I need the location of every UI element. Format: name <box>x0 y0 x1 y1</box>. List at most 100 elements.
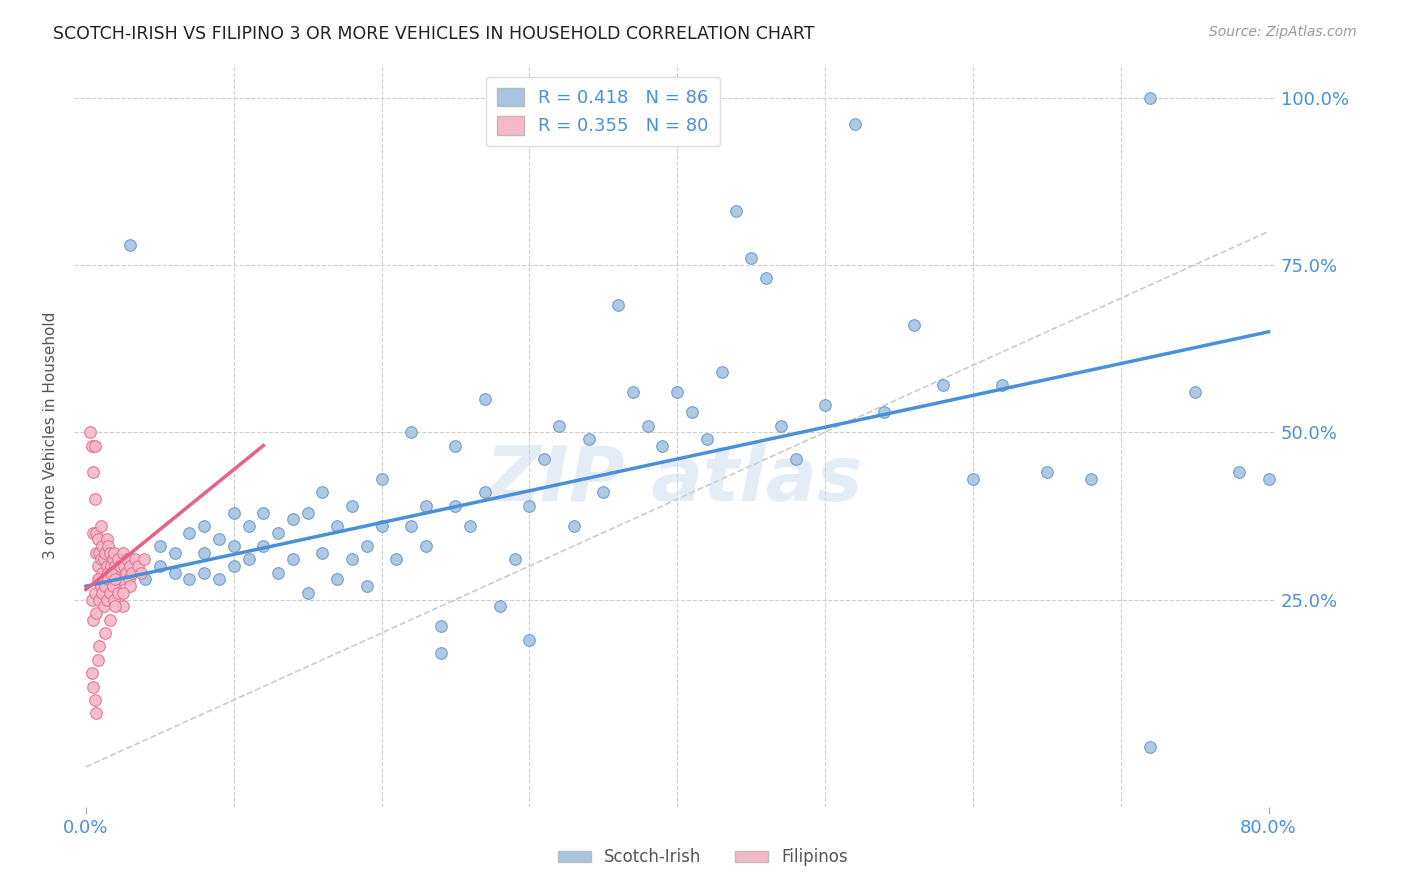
Point <box>399 425 422 440</box>
Point <box>98 586 121 600</box>
Point <box>519 632 541 647</box>
Point <box>873 405 896 419</box>
Point <box>503 552 526 566</box>
Point <box>562 519 585 533</box>
Point <box>79 425 101 440</box>
Point <box>932 378 955 392</box>
Point <box>740 251 762 265</box>
Point <box>326 573 349 587</box>
Point <box>208 573 231 587</box>
Point <box>129 566 152 580</box>
Point <box>179 573 201 587</box>
Point <box>1080 472 1102 486</box>
Point <box>112 559 135 574</box>
Point <box>340 552 363 566</box>
Point <box>415 539 437 553</box>
Point <box>107 586 129 600</box>
Point <box>120 579 142 593</box>
Point <box>193 519 215 533</box>
Point <box>252 506 274 520</box>
Point <box>84 546 107 560</box>
Point <box>87 573 110 587</box>
Point <box>94 626 117 640</box>
Point <box>267 566 290 580</box>
Point <box>80 592 103 607</box>
Point <box>94 579 117 593</box>
Point <box>548 418 571 433</box>
Point <box>90 552 112 566</box>
Point <box>267 525 290 540</box>
Point <box>637 418 659 433</box>
Point <box>489 599 512 614</box>
Point <box>1184 385 1206 400</box>
Point <box>96 559 118 574</box>
Point <box>769 418 792 433</box>
Point <box>326 519 349 533</box>
Point <box>696 432 718 446</box>
Point <box>80 666 103 681</box>
Point <box>89 592 111 607</box>
Point <box>222 539 245 553</box>
Point <box>149 539 172 553</box>
Point <box>578 432 600 446</box>
Point <box>356 539 378 553</box>
Point <box>82 613 104 627</box>
Point <box>103 592 125 607</box>
Point <box>91 586 114 600</box>
Point <box>474 392 496 406</box>
Point <box>903 318 925 332</box>
Point <box>84 525 107 540</box>
Point <box>163 566 186 580</box>
Point <box>90 579 112 593</box>
Point <box>710 365 733 379</box>
Point <box>222 559 245 574</box>
Point <box>120 237 142 252</box>
Point <box>104 559 127 574</box>
Point <box>104 573 127 587</box>
Point <box>651 439 673 453</box>
Point <box>340 499 363 513</box>
Point <box>814 399 837 413</box>
Point <box>399 519 422 533</box>
Point <box>103 546 125 560</box>
Point <box>415 499 437 513</box>
Point <box>238 552 260 566</box>
Point <box>281 512 304 526</box>
Point <box>120 559 142 574</box>
Text: Source: ZipAtlas.com: Source: ZipAtlas.com <box>1209 25 1357 39</box>
Point <box>755 271 778 285</box>
Point <box>132 552 155 566</box>
Point <box>101 552 124 566</box>
Point <box>621 385 644 400</box>
Point <box>83 693 105 707</box>
Point <box>127 559 149 574</box>
Point <box>121 566 143 580</box>
Point <box>222 506 245 520</box>
Point <box>429 619 451 633</box>
Point <box>100 559 122 574</box>
Point <box>118 573 141 587</box>
Point <box>94 546 117 560</box>
Point <box>1036 466 1059 480</box>
Point <box>370 519 392 533</box>
Point <box>98 546 121 560</box>
Point <box>91 539 114 553</box>
Point <box>311 485 333 500</box>
Point <box>134 573 156 587</box>
Point <box>82 466 104 480</box>
Point <box>1227 466 1250 480</box>
Point <box>101 566 124 580</box>
Point <box>533 452 555 467</box>
Point <box>105 566 128 580</box>
Point <box>100 579 122 593</box>
Point <box>370 472 392 486</box>
Point <box>83 439 105 453</box>
Point <box>90 519 112 533</box>
Point <box>80 439 103 453</box>
Point <box>592 485 614 500</box>
Point <box>96 592 118 607</box>
Point <box>444 439 467 453</box>
Point <box>89 573 111 587</box>
Point <box>117 552 139 566</box>
Point <box>193 546 215 560</box>
